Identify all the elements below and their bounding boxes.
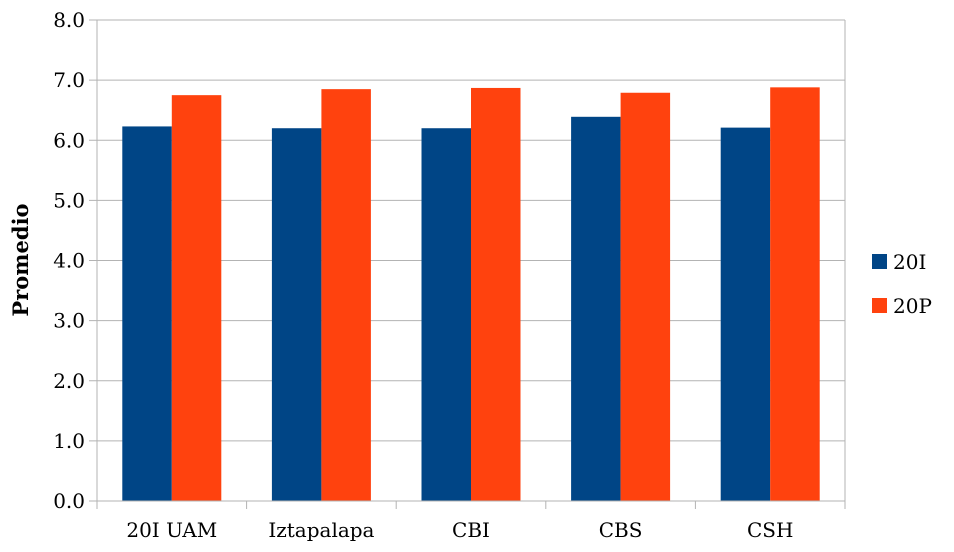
legend-swatch-20i [872, 254, 887, 269]
x-tick-label: Iztapalapa [268, 518, 374, 542]
legend-label-20i: 20I [893, 250, 926, 274]
bars [122, 87, 820, 502]
x-tick-label: CSH [747, 518, 793, 542]
y-tick-label: 0.0 [53, 489, 85, 513]
y-tick-label: 5.0 [53, 188, 85, 212]
y-tick-label: 4.0 [53, 249, 85, 273]
y-tick-label: 2.0 [53, 369, 85, 393]
y-tick-label: 7.0 [53, 68, 85, 92]
x-tick-label: CBI [452, 518, 490, 542]
bar-20i-0 [122, 126, 172, 501]
y-tick-label: 8.0 [53, 8, 85, 32]
bar-20p-0 [171, 95, 222, 501]
x-tick-label: CBS [599, 518, 643, 542]
x-tick-label: 20I UAM [126, 518, 217, 542]
bar-20i-4 [720, 127, 771, 501]
y-tick-label: 6.0 [53, 128, 85, 152]
axes [89, 19, 846, 509]
bar-20i-2 [421, 128, 471, 501]
bar-20p-2 [471, 87, 521, 501]
bar-20p-3 [620, 92, 671, 501]
y-tick-label: 3.0 [53, 309, 85, 333]
legend: 20I 20P [872, 250, 932, 318]
bar-20i-1 [271, 128, 322, 501]
y-axis-label: Promedio [8, 203, 33, 316]
legend-swatch-20p [872, 298, 887, 313]
y-tick-labels: 0.0 1.0 2.0 3.0 4.0 5.0 6.0 7.0 8.0 [53, 8, 85, 513]
bar-20p-1 [321, 89, 371, 502]
y-tick-label: 1.0 [53, 429, 85, 453]
x-tick-labels: 20I UAM Iztapalapa CBI CBS CSH [126, 518, 793, 542]
bar-20p-4 [770, 87, 820, 501]
legend-label-20p: 20P [893, 294, 932, 318]
bar-20i-3 [571, 116, 621, 502]
